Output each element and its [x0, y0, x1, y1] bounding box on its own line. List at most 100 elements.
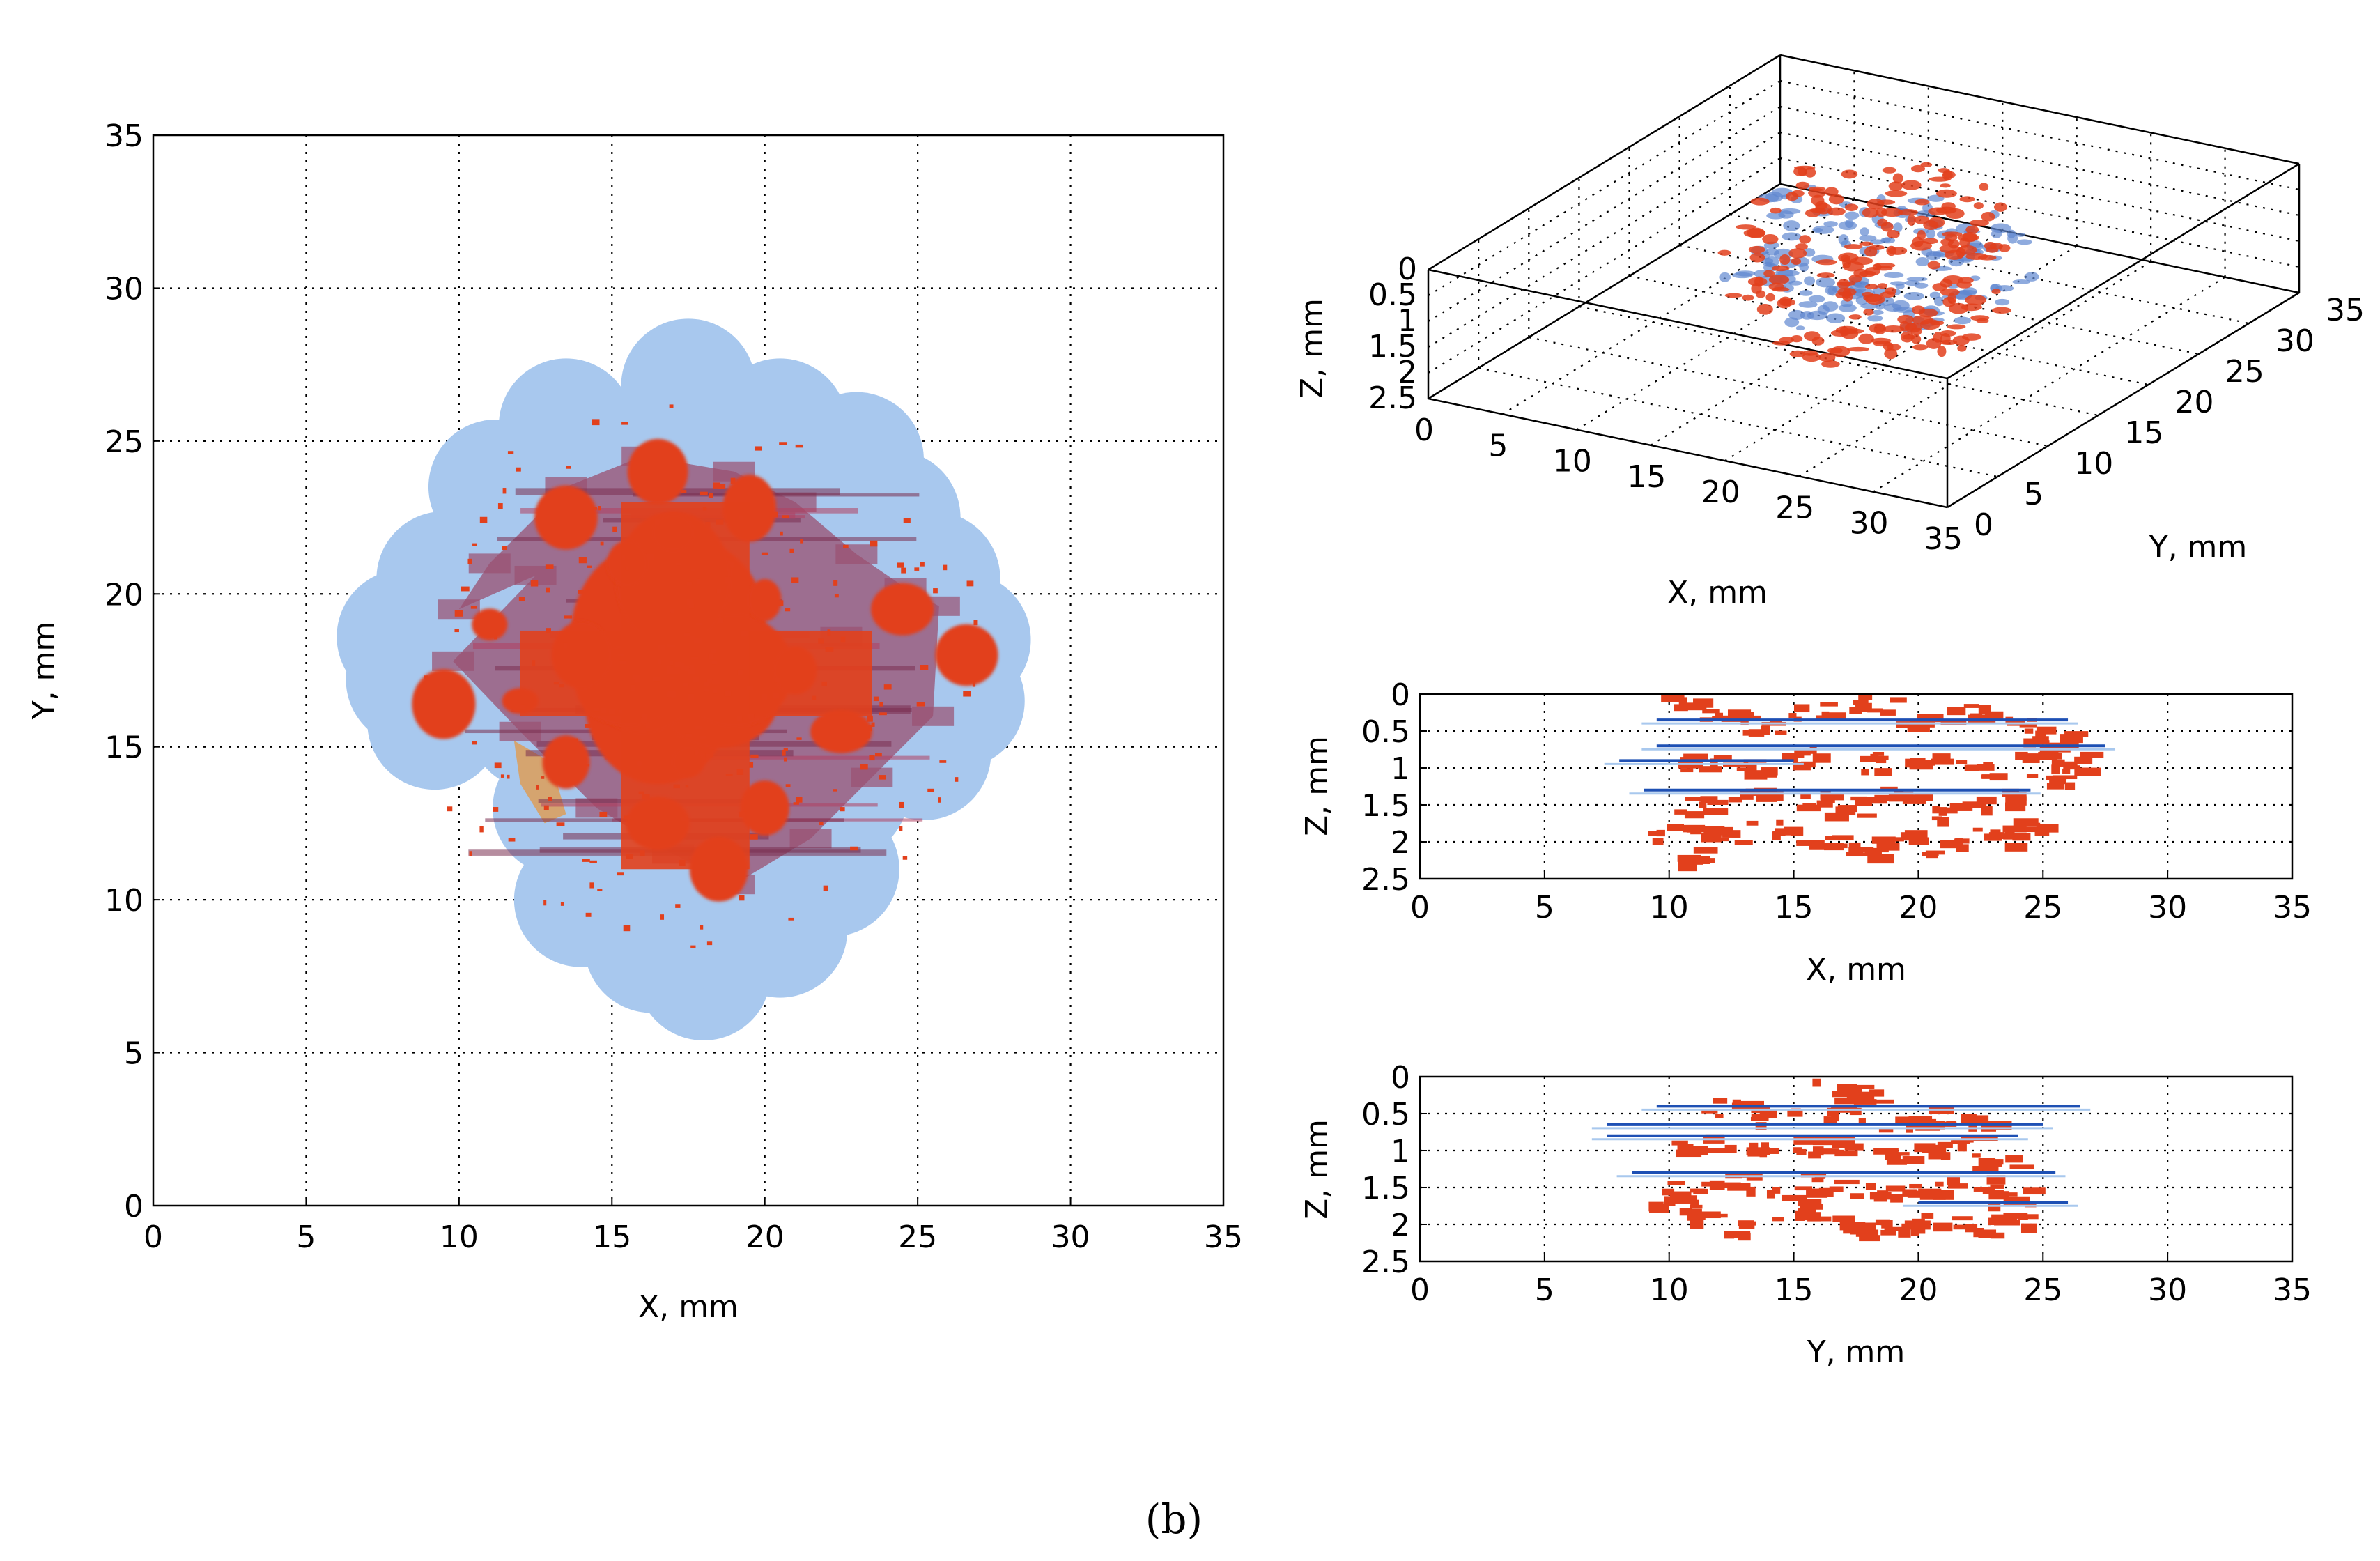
- yz-red-damage-point: [1832, 1215, 1855, 1222]
- red-speckle: [597, 605, 604, 608]
- yz-red-damage-point: [1972, 1166, 1999, 1174]
- red-speckle: [674, 661, 681, 668]
- red-speckle: [902, 856, 908, 860]
- xz-red-damage-point: [1947, 707, 1966, 716]
- yz-red-damage-point: [1755, 1122, 1767, 1130]
- yz-tick-label-x: 25: [2023, 1272, 2062, 1308]
- red-speckle: [666, 665, 672, 671]
- main-tick-label-y: 25: [105, 424, 144, 460]
- red-speckle: [914, 567, 920, 571]
- red-speckle: [502, 488, 507, 494]
- red-speckle: [972, 681, 976, 687]
- 3d-box-edge: [1428, 54, 1781, 271]
- red-damage-point: [870, 583, 934, 636]
- xz-red-damage-point: [1904, 830, 1928, 839]
- red-speckle: [862, 732, 870, 739]
- 3d-floor-grid-x: [1798, 261, 2151, 477]
- yz-red-damage-point: [1987, 1159, 2004, 1165]
- 3d-damage-point: [1961, 333, 1981, 341]
- red-speckle: [730, 562, 734, 568]
- 3d-damage-point: [1900, 331, 1914, 343]
- red-speckle: [543, 900, 547, 906]
- xz-red-damage-point: [1648, 831, 1664, 836]
- 3d-z-tick-label: 0: [1398, 252, 1417, 287]
- 3d-damage-point: [1904, 280, 1920, 286]
- yz-red-damage-point: [1952, 1216, 1973, 1221]
- 3d-z-tick-label: 1.5: [1368, 329, 1417, 364]
- red-speckle: [585, 912, 592, 917]
- yz-damage-map: [1591, 1078, 2091, 1242]
- 3d-damage-point: [1882, 167, 1896, 174]
- 3d-damage-point: [1880, 222, 1894, 232]
- red-speckle: [791, 577, 799, 583]
- red-speckle: [879, 702, 883, 707]
- 3d-damage-point: [1981, 212, 1995, 222]
- red-speckle: [834, 594, 839, 598]
- xz-red-damage-point: [1755, 789, 1775, 794]
- xz-red-damage-point: [1963, 704, 1979, 708]
- xz-red-damage-point: [1864, 849, 1882, 856]
- 3d-damage-point: [1798, 301, 1818, 308]
- 3d-box-edge: [1947, 162, 2300, 380]
- red-damage-point: [748, 578, 782, 622]
- xz-red-damage-point: [1812, 753, 1831, 763]
- red-speckle: [748, 723, 752, 728]
- red-speckle: [692, 677, 700, 682]
- 3d-x-tick-label: 0: [1414, 413, 1434, 448]
- 3d-damage-point: [1808, 295, 1825, 303]
- 3d-x-tick-label: 25: [1775, 490, 1814, 525]
- red-speckle: [920, 664, 929, 670]
- yz-red-damage-point: [1690, 1188, 1705, 1193]
- 3d-damage-point: [1935, 189, 1957, 198]
- xz-red-damage-point: [1796, 840, 1812, 846]
- 3d-z-tick-label: 1: [1398, 303, 1417, 339]
- yz-red-damage-point: [2005, 1155, 2023, 1163]
- red-speckle: [755, 446, 762, 451]
- xz-tick-label-y: 1: [1391, 751, 1410, 787]
- red-speckle: [507, 774, 510, 779]
- red-speckle: [465, 707, 468, 710]
- xz-red-damage-point: [1885, 843, 1900, 851]
- red-speckle: [773, 693, 780, 699]
- 3d-damage-point: [1804, 331, 1821, 341]
- 3d-z-tick-label: 2: [1398, 355, 1417, 390]
- 3d-damage-point: [1804, 276, 1816, 286]
- red-speckle: [849, 723, 852, 727]
- xz-tick-label-y: 2.5: [1361, 862, 1410, 898]
- xz-red-damage-point: [1858, 694, 1873, 700]
- xz-red-damage-point: [2019, 723, 2037, 728]
- yz-tick-label-y: 2: [1391, 1208, 1410, 1243]
- 3d-damage-point: [1844, 203, 1859, 211]
- yz-red-damage-point: [1761, 1142, 1770, 1148]
- yz-red-damage-point: [1947, 1176, 1961, 1185]
- yz-red-damage-point: [1849, 1107, 1862, 1116]
- 3d-damage-point: [1736, 224, 1756, 230]
- 3d-damage-point: [1884, 348, 1898, 360]
- red-speckle: [705, 753, 713, 758]
- yz-red-damage-point: [1850, 1086, 1862, 1093]
- 3d-box-edge: [1779, 183, 2300, 294]
- xz-red-damage-point: [1915, 794, 1933, 801]
- 3d-box-edge: [1947, 291, 2300, 509]
- xz-red-damage-point: [1761, 767, 1778, 776]
- 3d-damage-point: [1887, 229, 1900, 239]
- xz-red-damage-point: [2038, 751, 2058, 760]
- xz-red-damage-point: [1821, 794, 1835, 803]
- red-speckle: [582, 859, 590, 862]
- yz-red-damage-point: [1859, 1235, 1880, 1242]
- red-speckle: [713, 689, 718, 694]
- 3d-damage-point: [1847, 346, 1869, 352]
- red-speckle: [553, 682, 559, 685]
- 3d-damage-point: [1940, 288, 1960, 296]
- xz-red-damage-point: [1702, 709, 1720, 714]
- red-speckle: [725, 774, 733, 776]
- red-speckle: [508, 838, 516, 842]
- yz-red-damage-point: [1834, 1097, 1857, 1105]
- yz-red-damage-point: [1671, 1195, 1697, 1204]
- yz-red-damage-point: [1800, 1172, 1827, 1178]
- red-speckle: [690, 636, 695, 640]
- red-speckle: [669, 404, 674, 408]
- red-speckle: [955, 777, 959, 782]
